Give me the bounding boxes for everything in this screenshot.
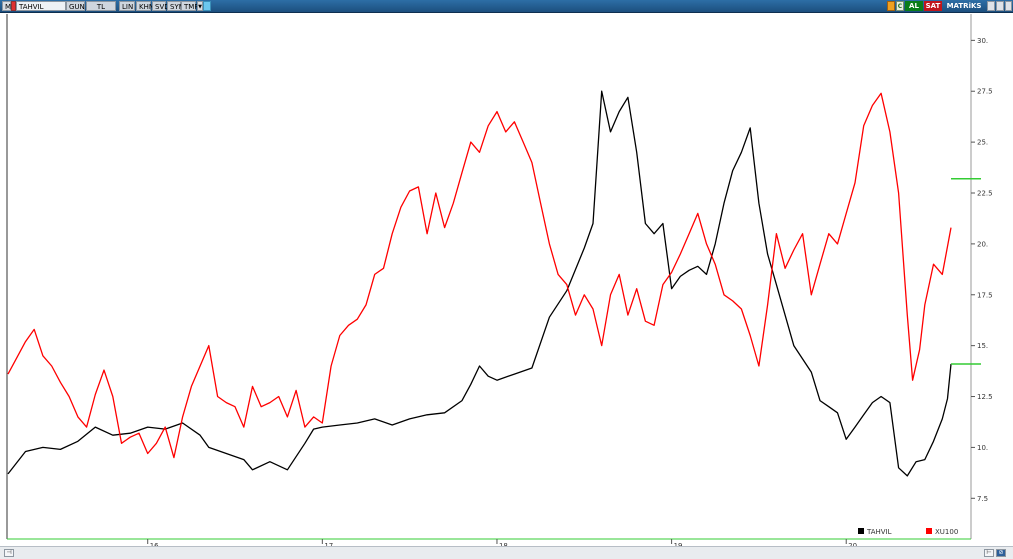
chart-mode-icon[interactable]: C: [896, 1, 904, 11]
menu-button[interactable]: M: [2, 1, 11, 11]
y-tick-label: 17.5: [977, 291, 993, 299]
y-tick-label: 25.: [977, 139, 988, 147]
x-tick-label: 16: [150, 542, 159, 546]
legend-swatch-xu100: [926, 528, 932, 534]
y-tick-label: 10.: [977, 444, 988, 452]
toolbar-button-svd[interactable]: SVD: [152, 1, 170, 11]
chart-toolbar: M TAHVIL GUN TL LIN KHN SVD SYM TMP ▼ C …: [0, 0, 1013, 13]
twitter-icon[interactable]: [203, 1, 211, 11]
y-tick-label: 12.5: [977, 393, 993, 401]
x-tick-label: 18: [499, 542, 508, 546]
buy-button[interactable]: AL: [905, 1, 923, 11]
chart-svg[interactable]: 7.5 10. 12.5 15. 17.5 20. 22.5 25. 27.5 30. 16 17 18…: [0, 14, 1013, 546]
y-tick-label: 7.5: [977, 495, 988, 503]
y-tick-label: 22.5: [977, 190, 993, 198]
settings-icon[interactable]: [887, 1, 895, 11]
symbol-field[interactable]: TAHVIL: [16, 1, 66, 11]
toolbar-button-tmp[interactable]: TMP: [181, 1, 199, 11]
series-line-tahvil: [7, 90, 952, 477]
close-icon[interactable]: [1005, 1, 1012, 11]
y-tick-label: 30.: [977, 37, 988, 45]
toolbar-button-khn[interactable]: KHN: [136, 1, 154, 11]
legend-swatch-tahvil: [858, 528, 864, 534]
toolbar-button-lin[interactable]: LIN: [119, 1, 135, 11]
series-line-xu100: [7, 92, 952, 459]
brand-label: MATRiKS: [946, 2, 982, 10]
period-button[interactable]: GUN: [66, 1, 85, 11]
scroll-right-icon[interactable]: ⊢: [984, 549, 994, 557]
legend-label-tahvil: TAHVIL: [866, 528, 892, 536]
dropdown-arrow-icon[interactable]: ▼: [197, 1, 203, 11]
chart-area[interactable]: 7.5 10. 12.5 15. 17.5 20. 22.5 25. 27.5 30. 16 17 18…: [0, 14, 1013, 559]
maximize-icon[interactable]: [996, 1, 1004, 11]
flag-icon: [11, 1, 16, 11]
toolbar-button-sym[interactable]: SYM: [167, 1, 185, 11]
currency-button[interactable]: TL: [86, 1, 116, 11]
x-tick-label: 17: [324, 542, 333, 546]
zoom-icon[interactable]: ⊘: [996, 549, 1006, 557]
status-bar: ⊣ ⊢ ⊘: [0, 546, 1013, 559]
y-tick-label: 15.: [977, 342, 988, 350]
minimize-icon[interactable]: [987, 1, 995, 11]
y-tick-label: 20.: [977, 240, 988, 248]
legend-label-xu100: XU100: [935, 528, 958, 536]
x-tick-label: 19: [674, 542, 683, 546]
x-tick-label: 20: [848, 542, 857, 546]
sell-button[interactable]: SAT: [924, 1, 942, 11]
scroll-left-icon[interactable]: ⊣: [4, 549, 14, 557]
y-tick-label: 27.5: [977, 88, 993, 96]
